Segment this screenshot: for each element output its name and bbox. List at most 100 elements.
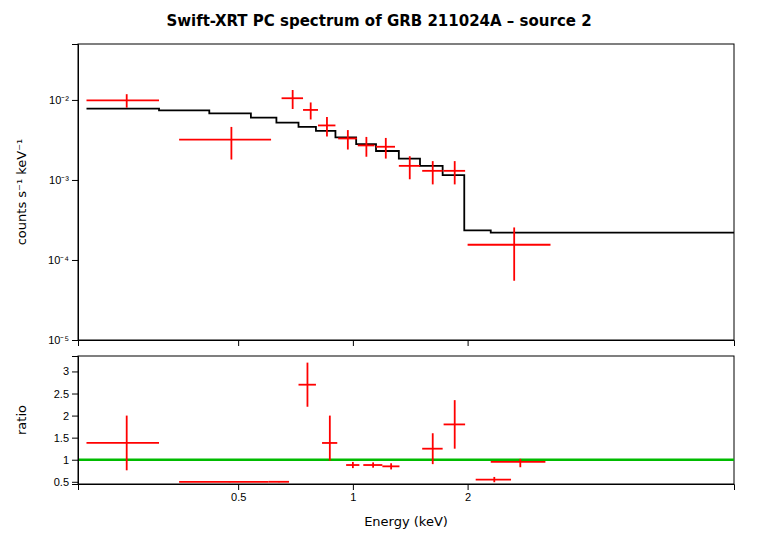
y-axis: 10⁻⁵ 10⁻⁴ 10⁻³ 10⁻² (48, 45, 78, 347)
error-bar-y (292, 90, 294, 109)
y-axis-line (72, 45, 79, 341)
x-axis-tick: 2 (465, 484, 471, 503)
error-bar (318, 117, 335, 136)
x-axis-tick-label: 1 (350, 491, 356, 503)
error-bar-y (307, 363, 309, 407)
chart: 10⁻⁵10⁻⁴10⁻³10⁻²counts s⁻¹ keV⁻¹Swift-XR… (0, 0, 758, 556)
error-bar-y (347, 130, 349, 149)
x-axis-tick: 0.5 (231, 484, 246, 503)
error-bar (346, 462, 359, 468)
plot-frame (78, 356, 734, 484)
x-axis (79, 340, 735, 346)
error-bar-y (126, 416, 128, 471)
model-line (86, 109, 734, 233)
error-bar (399, 156, 420, 179)
x-axis-line (79, 485, 735, 491)
x-axis: 0.5 1 2 (79, 484, 735, 503)
y-axis-tick: 2 (63, 410, 78, 422)
error-bar-y (390, 463, 392, 469)
error-bar-x (86, 442, 159, 444)
error-bar-y (310, 102, 312, 119)
y-axis-tick: 10⁻⁵ (48, 334, 78, 346)
y-axis-tick-mark (72, 340, 78, 341)
error-bar-x (179, 481, 268, 483)
y-axis-tick: 1 (63, 454, 78, 466)
y-axis-line (72, 357, 79, 485)
error-bar-x (179, 139, 271, 141)
error-bar (476, 477, 511, 482)
panel: 10⁻⁵ 10⁻⁴ 10⁻³ 10⁻² (48, 44, 734, 346)
error-bar-y (365, 137, 367, 157)
plot-frame (78, 44, 734, 340)
error-bar-y (326, 117, 328, 136)
y-axis-tick-mark (72, 460, 78, 461)
x-axis-tick (353, 340, 354, 346)
error-bar-y (372, 462, 374, 467)
y-axis-tick-label: 1 (63, 454, 69, 466)
y-axis: 0.5 1 1.5 2 2.5 3 (54, 357, 79, 488)
error-bar-y (229, 480, 231, 483)
y-axis-tick: 10⁻⁴ (48, 254, 78, 266)
y-axis-tick-label: 1.5 (54, 432, 69, 444)
error-bar (382, 463, 399, 469)
error-bar (422, 433, 442, 464)
x-axis-tick-label: 2 (465, 491, 471, 503)
error-bar-x (268, 481, 289, 483)
error-bar (444, 400, 466, 449)
error-bar (338, 130, 357, 149)
x-axis-tick-mark (353, 484, 354, 490)
error-bar (444, 161, 466, 184)
reference-line (78, 458, 734, 461)
error-bar-y (329, 416, 331, 461)
error-bar-y (493, 477, 495, 482)
error-bar-y (432, 433, 434, 464)
y-axis-tick: 3 (63, 365, 78, 377)
y-axis-tick-label: 0.5 (54, 476, 69, 488)
error-bar-y (513, 227, 515, 280)
y-axis-tick: 0.5 (54, 476, 78, 488)
error-bar-x (476, 479, 511, 481)
error-bar-x (491, 461, 546, 463)
x-axis-title: Energy (keV) (364, 514, 448, 529)
y-axis-tick: 2.5 (54, 388, 78, 400)
y-axis-tick-mark (72, 100, 78, 101)
error-bar (268, 481, 289, 483)
error-bar (299, 363, 316, 407)
y-axis-tick-mark (72, 371, 78, 372)
error-bar (422, 161, 442, 184)
x-axis-tick-mark (353, 340, 354, 346)
x-axis-tick-mark (468, 484, 469, 490)
error-bar-y (278, 480, 280, 483)
error-bar (303, 102, 318, 119)
error-bar-y (230, 127, 232, 160)
y-axis-tick: 10⁻³ (49, 174, 78, 186)
error-bar-y (454, 400, 456, 449)
y-axis-tick: 10⁻² (49, 94, 78, 106)
error-bar (179, 481, 268, 483)
y-axis-tick-mark (72, 260, 78, 261)
error-bar-y (454, 161, 456, 184)
y-axis-tick-mark (72, 180, 78, 181)
x-axis-tick-mark (238, 484, 239, 490)
x-axis-tick-mark (238, 340, 239, 346)
error-bar (468, 227, 551, 280)
panel: 0.5 1 2 0.5 1 1.5 2 2.5 3 (54, 356, 735, 503)
y-axis-tick-label: 10⁻⁴ (48, 254, 69, 266)
chart-title: Swift-XRT PC spectrum of GRB 211024A – s… (166, 12, 591, 30)
error-bar (358, 137, 375, 157)
y-axis-tick-label: 2 (63, 410, 69, 422)
error-bar (376, 138, 395, 159)
y-axis-tick-label: 2.5 (54, 388, 69, 400)
error-bar-y (385, 138, 387, 159)
y-axis-tick-mark (72, 438, 78, 439)
y-axis-tick-label: 10⁻⁵ (48, 334, 69, 346)
error-bar (363, 462, 382, 467)
y-axis-tick-label: 10⁻³ (49, 174, 69, 186)
x-axis-tick-label: 0.5 (231, 491, 246, 503)
x-axis-tick: 1 (350, 484, 356, 503)
plot-area (78, 363, 734, 483)
error-bar-x (468, 244, 551, 246)
error-bar-y (409, 156, 411, 179)
error-bar-y (352, 462, 354, 468)
error-bar-x (86, 99, 159, 101)
